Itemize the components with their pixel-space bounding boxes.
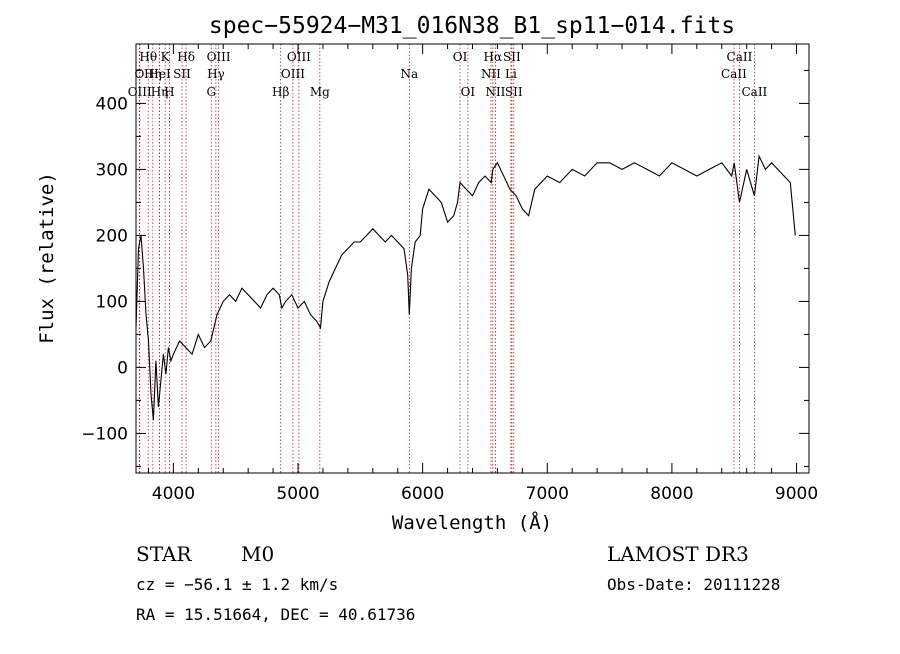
chart-title: spec−55924−M31_016N38_B1_sp11−014.fits xyxy=(209,13,735,39)
spectral-line-label: OIII xyxy=(281,67,305,81)
spectral-line-label: CaII xyxy=(727,50,753,64)
spectral-line-label: SII xyxy=(173,67,191,81)
plot-frame xyxy=(135,43,810,474)
survey-name: LAMOST DR3 xyxy=(607,542,749,566)
x-tick-label: 8000 xyxy=(650,484,693,504)
x-tick-label: 9000 xyxy=(775,484,818,504)
spectral-line-label: CaII xyxy=(741,85,767,99)
spectral-line-label: Hα xyxy=(484,50,503,64)
object-class: STAR xyxy=(136,542,192,566)
y-tick-label: 400 xyxy=(96,94,128,114)
spectral-line-label: OIII xyxy=(207,50,231,64)
y-tick-label: 100 xyxy=(96,292,128,312)
sky-coordinates: RA = 15.51664, DEC = 40.61736 xyxy=(136,605,415,624)
spectral-line-label: Hβ xyxy=(272,85,289,99)
spectral-line-label: Li xyxy=(505,67,517,81)
x-axis-ticks: 4000 5000 6000 7000 8000 9000 xyxy=(147,44,818,504)
y-axis-ticks: −100 0 100 200 300 400 xyxy=(81,69,809,467)
spectral-line-label: CaII xyxy=(721,67,747,81)
x-tick-label: 4000 xyxy=(152,484,195,504)
spectral-line-label: OIII xyxy=(128,85,152,99)
spectral-line-label: Na xyxy=(400,67,418,81)
spectral-line-label: NII xyxy=(485,85,505,99)
spectral-line-label: HeI xyxy=(148,67,171,81)
x-tick-label: 6000 xyxy=(401,484,444,504)
spectral-line-label: Hθ xyxy=(139,50,157,64)
spectral-line-label: SII xyxy=(505,85,523,99)
spectral-line-label: Mg xyxy=(310,85,330,99)
object-subclass: M0 xyxy=(241,542,274,566)
y-tick-label: −100 xyxy=(81,424,128,444)
spectral-line-label: Hη xyxy=(151,85,169,99)
spectral-line-label: G xyxy=(206,85,216,99)
x-axis-label: Wavelength (Å) xyxy=(392,511,552,534)
y-tick-label: 300 xyxy=(96,160,128,180)
spectrum-series-line xyxy=(135,154,796,421)
spectral-line-label: OI xyxy=(461,85,476,99)
x-tick-label: 7000 xyxy=(526,484,569,504)
y-tick-label: 200 xyxy=(96,226,128,246)
spectral-line-label: Hδ xyxy=(177,50,195,64)
observation-date: Obs-Date: 20111228 xyxy=(607,575,780,594)
y-tick-label: 0 xyxy=(117,358,128,378)
spectral-line-label: Hγ xyxy=(207,67,225,81)
spectral-line-label: OI xyxy=(453,50,468,64)
spectral-line-label: Hη xyxy=(144,67,162,81)
spectral-line-markers xyxy=(138,44,755,473)
x-tick-label: 5000 xyxy=(276,484,319,504)
spectral-line-label: NII xyxy=(481,67,501,81)
redshift-velocity: cz = −56.1 ± 1.2 km/s xyxy=(136,575,338,594)
spectral-line-label: O xyxy=(134,67,144,81)
spectral-line-label: K xyxy=(161,50,171,64)
y-axis-label: Flux (relative) xyxy=(36,172,58,344)
spectral-line-label: SII xyxy=(503,50,521,64)
spectral-line-label: H xyxy=(164,85,174,99)
spectral-line-label: OIII xyxy=(287,50,311,64)
